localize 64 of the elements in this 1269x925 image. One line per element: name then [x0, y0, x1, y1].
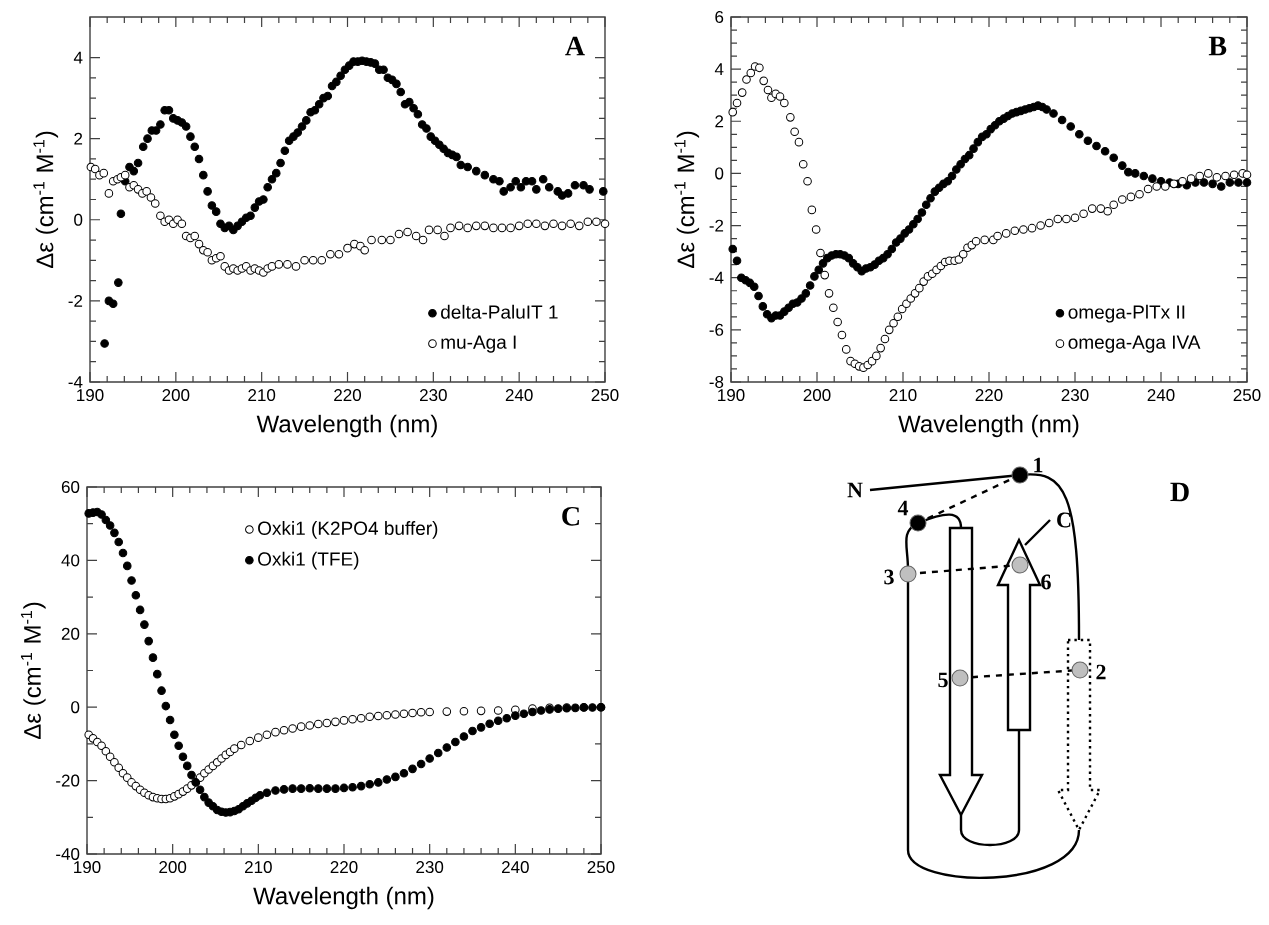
text: A [565, 36, 585, 56]
text: C [562, 506, 579, 526]
text: 5 [938, 672, 948, 688]
legend-label: omega-PlTx II [1068, 304, 1185, 323]
y-tick-label: 2 [74, 132, 83, 145]
x-tick-label: 190 [74, 861, 101, 874]
y-tick-label: 20 [61, 627, 80, 640]
y-tick-label: -2 [709, 219, 724, 232]
x-axis-title: Wavelength (nm) [253, 886, 434, 910]
text: N [847, 482, 863, 498]
x-tick-label: 200 [162, 389, 190, 402]
text: 1 [1034, 457, 1043, 473]
legend-label: delta-PaluIT 1 [441, 304, 558, 319]
x-tick-label: 250 [587, 861, 615, 874]
text: 2 [1096, 664, 1106, 680]
x-tick-label: 230 [1061, 389, 1089, 402]
y-tick-label: 2 [715, 115, 724, 128]
legend-label: mu-Aga I [441, 335, 516, 353]
y-tick-label: 0 [74, 213, 83, 226]
text: 4 [897, 500, 909, 516]
y-tick-label: 0 [715, 167, 724, 180]
y-tick-label: -2 [68, 294, 83, 307]
y-tick-label: -8 [709, 375, 724, 388]
text: 6 [1041, 574, 1051, 590]
x-tick-label: 190 [718, 389, 745, 402]
x-tick-label: 220 [334, 389, 361, 402]
y-axis-title: Δε (cm$^{-1}$ M$^{-1}$) [674, 131, 700, 269]
x-tick-label: 230 [420, 389, 447, 402]
x-tick-label: 210 [248, 389, 276, 402]
x-tick-label: 240 [502, 861, 529, 874]
y-tick-label: 4 [714, 63, 724, 75]
y-tick-label: 4 [73, 51, 83, 64]
y-tick-label: -20 [56, 774, 80, 787]
x-tick-label: 190 [77, 389, 104, 402]
x-axis-title: Wavelength (nm) [898, 414, 1079, 438]
x-tick-label: 210 [245, 861, 272, 874]
legend-label: Oxki1 (K2PO4 buffer) [258, 521, 438, 539]
legend-label: omega-Aga IVA [1068, 335, 1201, 353]
x-tick-label: 230 [416, 861, 444, 874]
text: B [1208, 36, 1227, 56]
y-tick-label: 6 [715, 10, 724, 23]
y-tick-label: -4 [68, 376, 83, 388]
x-axis-title: Wavelength (nm) [256, 414, 437, 438]
x-tick-label: 240 [505, 389, 533, 402]
x-tick-label: 220 [330, 861, 358, 874]
y-tick-label: 40 [61, 554, 80, 567]
y-tick-label: 0 [71, 701, 80, 714]
x-tick-label: 210 [889, 389, 917, 402]
text: D [1170, 482, 1189, 502]
y-tick-label: -4 [709, 271, 724, 284]
text: C [1057, 512, 1071, 528]
text: 3 [884, 569, 894, 585]
x-tick-label: 240 [1147, 389, 1175, 402]
legend-label: Oxki1 (TFE) [258, 551, 359, 570]
x-tick-label: 250 [1233, 389, 1261, 402]
x-tick-label: 220 [975, 389, 1003, 402]
y-axis-title: Δε (cm$^{-1}$ M$^{-1}$) [33, 131, 59, 269]
y-tick-label: -6 [709, 323, 724, 336]
x-tick-label: 200 [803, 389, 831, 402]
x-tick-label: 250 [591, 389, 619, 402]
y-tick-label: -40 [56, 847, 80, 860]
y-tick-label: 60 [61, 480, 80, 493]
y-axis-title: Δε (cm$^{-1}$ M$^{-1}$) [20, 602, 46, 740]
x-tick-label: 200 [159, 861, 187, 874]
